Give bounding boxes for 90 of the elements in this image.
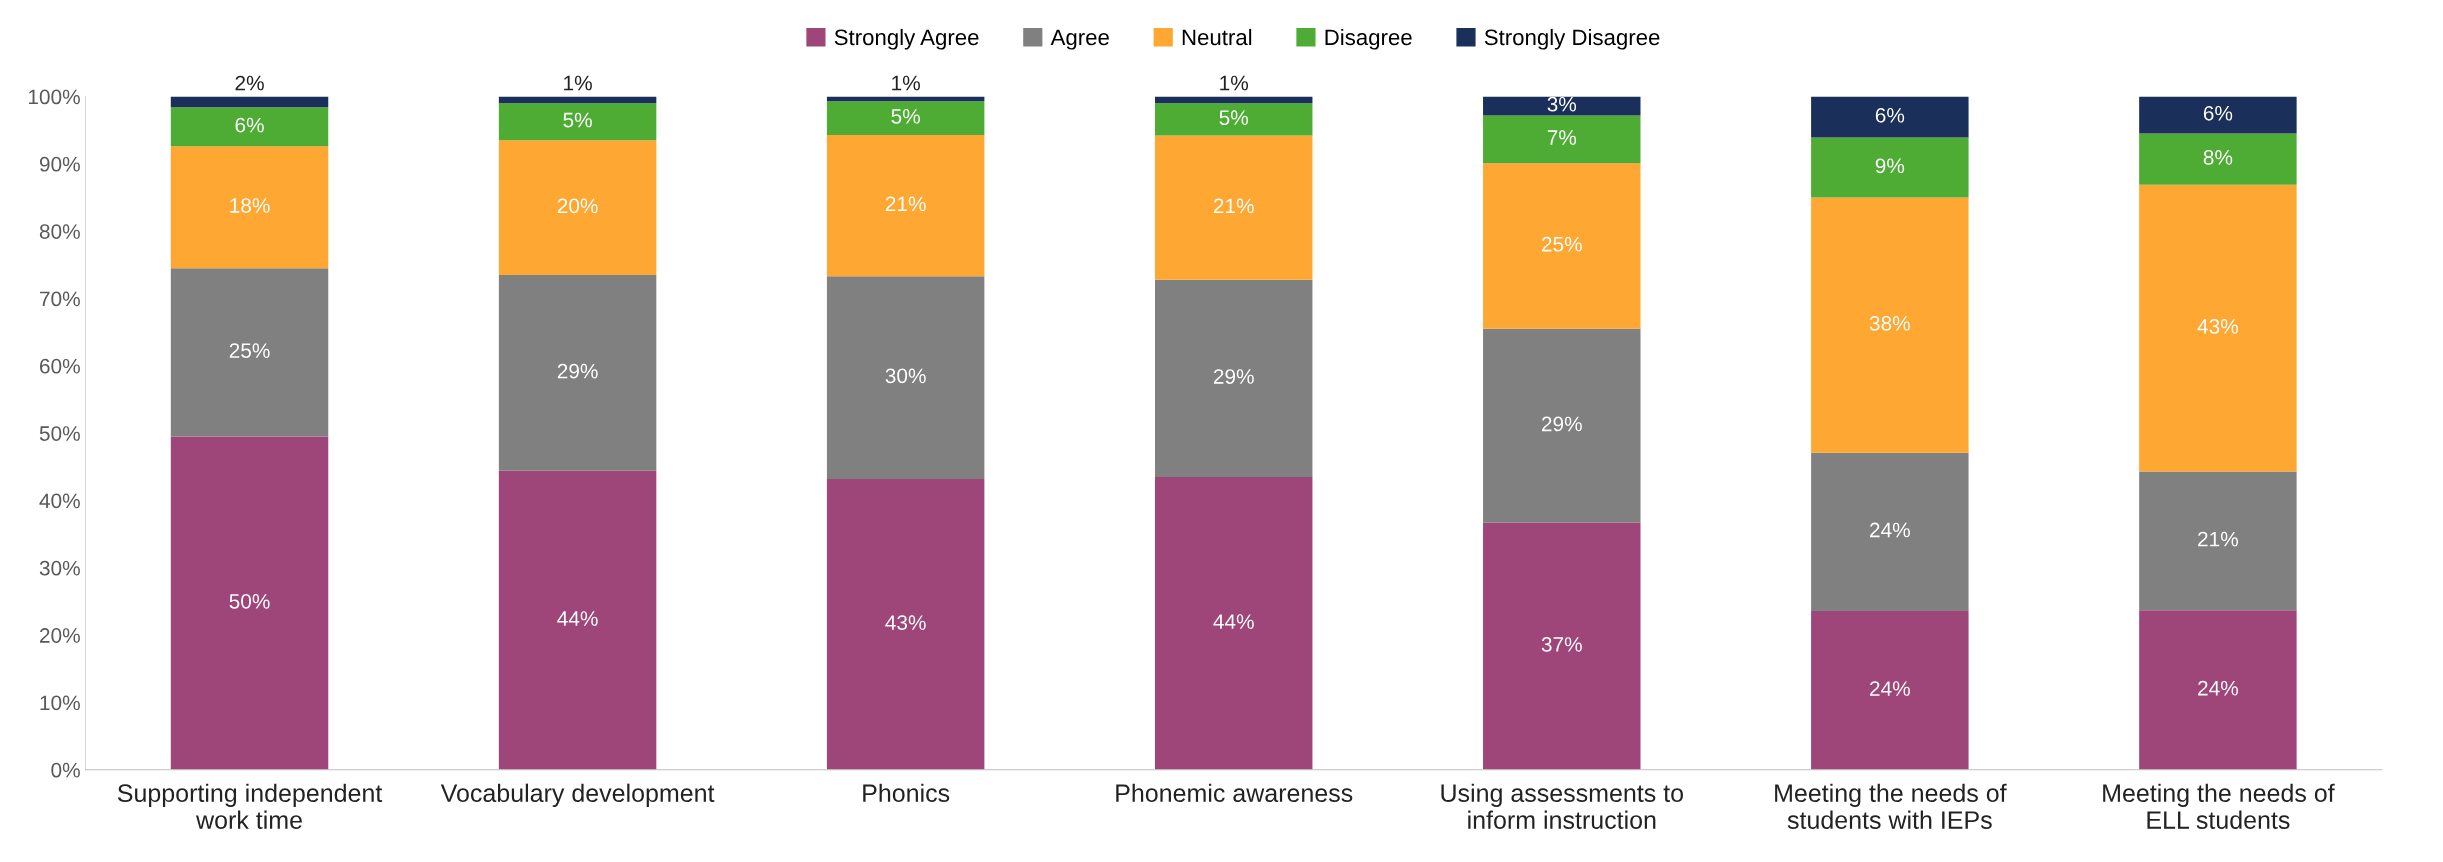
data-label: 2% bbox=[235, 75, 264, 91]
data-label: 21% bbox=[2198, 531, 2238, 547]
data-label: 24% bbox=[2198, 680, 2238, 696]
data-label: 18% bbox=[230, 198, 270, 213]
y-tick-label: 70% bbox=[40, 291, 80, 307]
bar bbox=[826, 101, 985, 135]
bar bbox=[2139, 133, 2297, 185]
data-label: 44% bbox=[1213, 614, 1254, 629]
data-label: 5% bbox=[1219, 110, 1249, 126]
data-label: 29% bbox=[1541, 416, 1582, 432]
bar bbox=[1154, 103, 1313, 136]
bar bbox=[1483, 115, 1641, 164]
legend-label: Strongly Disagree bbox=[1484, 28, 1660, 50]
bar bbox=[2139, 610, 2297, 770]
bar bbox=[1483, 522, 1641, 770]
y-tick-label: 100% bbox=[28, 89, 80, 105]
data-label: 30% bbox=[885, 368, 926, 384]
bar bbox=[498, 140, 657, 275]
bar bbox=[498, 274, 657, 471]
data-label: 20% bbox=[557, 198, 598, 214]
legend-label: Agree bbox=[1050, 29, 1109, 50]
x-tick-label: Vocabulary development bbox=[440, 783, 715, 807]
bar bbox=[2139, 96, 2297, 134]
y-tick-label: 60% bbox=[40, 358, 80, 374]
data-label: 29% bbox=[1213, 369, 1254, 384]
data-label: 50% bbox=[229, 593, 270, 609]
y-tick-label: 50% bbox=[39, 426, 80, 441]
x-tick-label: Phonemic awareness bbox=[1116, 783, 1353, 803]
bar bbox=[1483, 328, 1641, 523]
data-label: 43% bbox=[885, 615, 926, 630]
bar bbox=[170, 96, 329, 108]
data-label: 7% bbox=[1547, 130, 1577, 145]
y-tick-label: 0% bbox=[51, 762, 80, 778]
bar bbox=[170, 268, 329, 437]
bar bbox=[2139, 471, 2297, 611]
data-label: 8% bbox=[2203, 149, 2233, 165]
data-label: 6% bbox=[235, 117, 264, 133]
data-label: 21% bbox=[885, 196, 926, 212]
data-label: 24% bbox=[1870, 522, 1910, 538]
bar bbox=[826, 134, 985, 277]
bar bbox=[170, 107, 329, 147]
legend-label: Disagree bbox=[1325, 28, 1412, 50]
y-tick-label: 90% bbox=[39, 156, 80, 172]
data-label: 9% bbox=[1875, 158, 1905, 174]
data-label: 6% bbox=[2203, 105, 2233, 121]
data-label: 38% bbox=[1869, 315, 1910, 331]
data-label: 25% bbox=[229, 343, 270, 358]
legend-label: Neutral bbox=[1182, 28, 1252, 46]
bar bbox=[2139, 184, 2297, 472]
x-tick-label: Supporting independent work time bbox=[117, 783, 383, 829]
data-label: 21% bbox=[1213, 198, 1254, 214]
data-label: 44% bbox=[557, 611, 598, 626]
bar bbox=[1154, 135, 1313, 280]
y-tick-label: 40% bbox=[39, 493, 80, 509]
data-label: 1% bbox=[564, 75, 592, 91]
data-label: 5% bbox=[891, 109, 920, 124]
bar bbox=[170, 436, 329, 770]
bar bbox=[1154, 476, 1313, 770]
y-tick-label: 80% bbox=[39, 224, 80, 239]
data-label: 5% bbox=[563, 112, 592, 128]
data-label: 1% bbox=[1220, 75, 1249, 91]
data-label: 29% bbox=[557, 363, 598, 379]
bar bbox=[1154, 279, 1313, 477]
data-label: 25% bbox=[1541, 236, 1582, 252]
y-tick-label: 10% bbox=[40, 695, 80, 711]
y-tick-label: 20% bbox=[40, 628, 80, 643]
bar bbox=[1811, 610, 1969, 770]
x-tick-label: Meeting the needs of ELL students bbox=[2103, 783, 2335, 829]
x-tick-label: Using assessments to inform instruction bbox=[1441, 783, 1683, 829]
bar bbox=[498, 103, 657, 141]
bar bbox=[826, 478, 985, 770]
bar bbox=[1811, 452, 1969, 611]
bar bbox=[826, 276, 985, 479]
data-label: 6% bbox=[1875, 107, 1905, 123]
bar bbox=[498, 470, 657, 770]
legend-label: Strongly Agree bbox=[834, 28, 979, 50]
bar bbox=[1483, 163, 1641, 329]
x-tick-label: Phonics bbox=[863, 783, 950, 803]
bar bbox=[1811, 137, 1969, 198]
data-label: 1% bbox=[892, 75, 920, 91]
y-tick-label: 30% bbox=[39, 560, 80, 576]
data-label: 24% bbox=[1870, 681, 1910, 696]
data-label: 3% bbox=[1547, 96, 1577, 112]
bar bbox=[1811, 96, 1969, 138]
x-tick-label: Meeting the needs of students with IEPs bbox=[1775, 783, 2007, 829]
bar bbox=[170, 146, 329, 269]
bar bbox=[1483, 96, 1641, 116]
data-label: 43% bbox=[2197, 318, 2238, 334]
bar bbox=[1811, 197, 1969, 453]
data-label: 37% bbox=[1541, 637, 1582, 652]
